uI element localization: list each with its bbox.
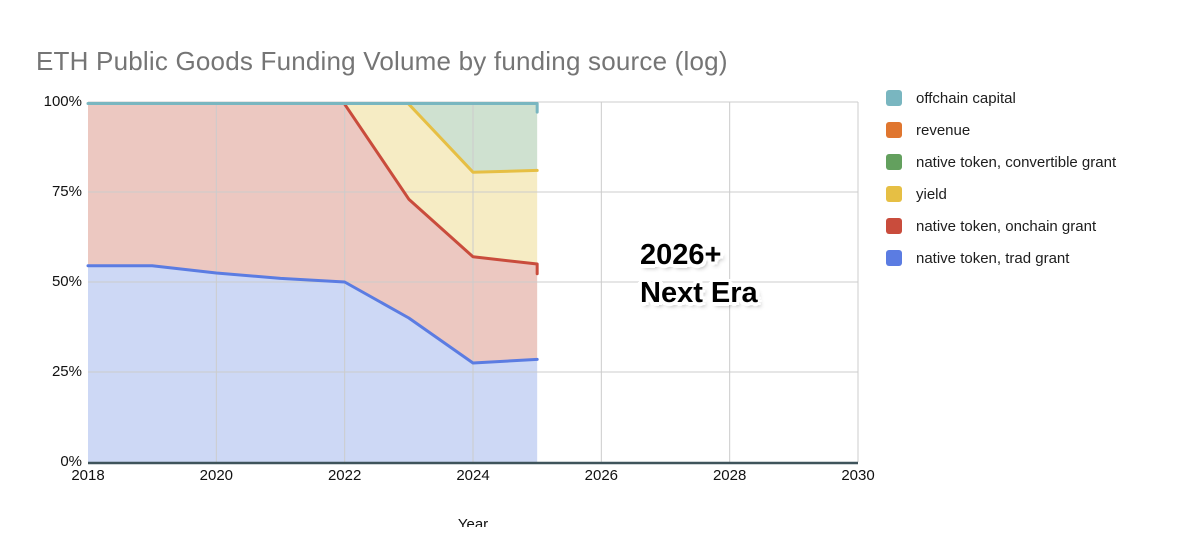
y-tick-0: 0% [60, 453, 82, 470]
legend-item-4: native token, onchain grant [886, 217, 1116, 235]
annotation-line-2: Next Era [640, 277, 758, 309]
legend-swatch-icon [886, 250, 902, 266]
legend-swatch-icon [886, 122, 902, 138]
line-onchain-grant [343, 102, 539, 276]
legend-label: revenue [916, 121, 971, 139]
line-yield [407, 102, 539, 174]
line-trad-grant [86, 264, 539, 365]
legend-item-2: native token, convertible grant [886, 153, 1117, 171]
annotation-line-1: 2026+ [640, 239, 722, 271]
y-tick-100: 100% [43, 93, 82, 110]
x-tick-2030: 2030 [841, 467, 875, 484]
area-trad-grant [88, 265, 538, 462]
x-tick-2024: 2024 [456, 467, 490, 484]
line-offchain-capital [86, 101, 539, 114]
legend-item-5: native token, trad grant [886, 249, 1116, 267]
y-tick-50: 50% [51, 273, 82, 290]
x-tick-2028: 2028 [712, 467, 747, 484]
x-axis-title-clipped: Year [88, 516, 858, 527]
area-yield [344, 104, 538, 264]
legend: offchain capital revenue native token, con… [886, 90, 1116, 282]
x-tick-2020: 2020 [199, 467, 234, 484]
legend-item-1: revenue [886, 121, 1116, 139]
legend-swatch-icon [886, 90, 902, 106]
legend-label: native token, trad grant [916, 249, 1070, 267]
legend-swatch-icon [886, 154, 902, 170]
legend-swatch-icon [886, 218, 902, 234]
x-axis-title: Year [457, 516, 489, 527]
legend-label: native token, onchain grant [916, 217, 1097, 235]
legend-item-0: offchain capital [886, 89, 1116, 107]
legend-swatch-icon [886, 186, 902, 202]
chart-annotation: 2026+ Next Era [640, 236, 758, 312]
chart-title: ETH Public Goods Funding Volume by fundi… [36, 46, 728, 76]
legend-label: yield [916, 185, 947, 203]
legend-label: native token, convertible grant [916, 153, 1117, 171]
x-tick-2026: 2026 [584, 467, 619, 484]
y-tick-75: 75% [51, 183, 82, 200]
legend-item-3: yield [886, 185, 1116, 203]
area-onchain-grant [88, 104, 538, 363]
y-tick-25: 25% [51, 363, 82, 380]
x-tick-2022: 2022 [327, 467, 362, 484]
x-tick-2018: 2018 [71, 467, 105, 484]
legend-label: offchain capital [916, 89, 1016, 107]
